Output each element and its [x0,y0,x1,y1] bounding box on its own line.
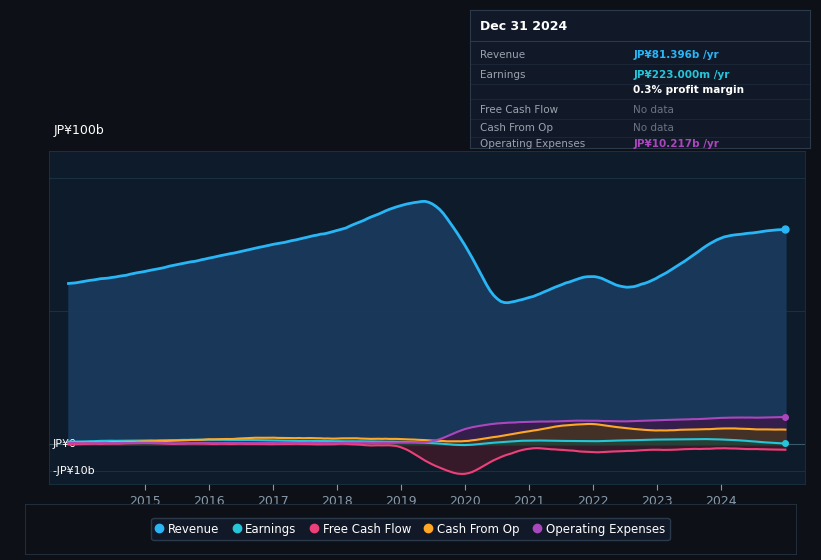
Text: 0.3% profit margin: 0.3% profit margin [633,85,744,95]
Text: Revenue: Revenue [479,50,525,60]
Text: Free Cash Flow: Free Cash Flow [479,105,558,114]
Text: Dec 31 2024: Dec 31 2024 [479,20,567,32]
Text: No data: No data [633,123,674,133]
Text: Cash From Op: Cash From Op [479,123,553,133]
Text: JP¥223.000m /yr: JP¥223.000m /yr [633,70,730,80]
Text: Operating Expenses: Operating Expenses [479,139,585,149]
Legend: Revenue, Earnings, Free Cash Flow, Cash From Op, Operating Expenses: Revenue, Earnings, Free Cash Flow, Cash … [152,518,669,540]
Text: Earnings: Earnings [479,70,525,80]
Text: JP¥100b: JP¥100b [53,124,104,137]
Text: JP¥81.396b /yr: JP¥81.396b /yr [633,50,718,60]
Text: JP¥0: JP¥0 [53,440,76,450]
Text: No data: No data [633,105,674,114]
Text: -JP¥10b: -JP¥10b [53,466,95,476]
Text: JP¥10.217b /yr: JP¥10.217b /yr [633,139,719,149]
